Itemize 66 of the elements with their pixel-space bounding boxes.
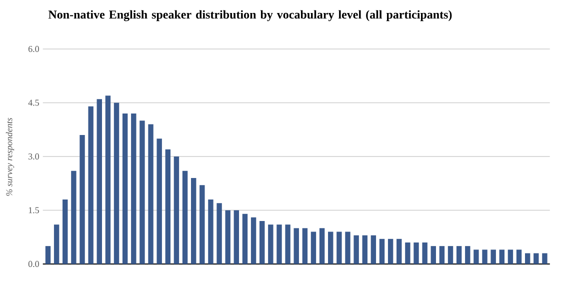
bar <box>105 96 111 264</box>
y-tick-label: 1.5 <box>28 207 39 214</box>
bar <box>499 250 504 264</box>
bar <box>396 238 402 264</box>
bar <box>131 113 136 264</box>
bar <box>319 228 325 264</box>
bar <box>542 253 548 264</box>
bar <box>388 238 394 264</box>
bar <box>45 246 51 264</box>
bar <box>448 246 454 264</box>
bar <box>62 199 68 264</box>
bar <box>534 253 539 264</box>
bar <box>294 228 299 264</box>
bar <box>482 250 488 264</box>
bar <box>165 149 171 264</box>
bar <box>328 232 334 264</box>
bar <box>430 246 436 264</box>
bar <box>208 199 214 264</box>
y-tick-label: 3.0 <box>28 153 39 160</box>
bar <box>88 106 94 264</box>
chart-title: Non-native English speaker distribution by vocabulary level (all participants) <box>48 10 452 22</box>
bar <box>336 232 342 264</box>
bar <box>114 102 120 264</box>
bar <box>516 250 522 264</box>
bar <box>474 250 479 264</box>
bar <box>148 124 154 264</box>
y-tick-label: 6.0 <box>28 46 39 52</box>
bar <box>190 178 196 264</box>
bar <box>422 242 428 264</box>
bar <box>54 224 60 264</box>
bar <box>250 217 256 264</box>
bar <box>200 185 205 264</box>
bar <box>405 242 410 264</box>
bar <box>465 246 470 264</box>
y-axis-title: % survey respondents <box>6 118 14 196</box>
bar <box>362 235 368 264</box>
bar <box>310 232 316 264</box>
bar <box>182 170 188 264</box>
y-tick-label: 4.5 <box>28 100 39 106</box>
bar <box>268 224 274 264</box>
bar <box>490 250 496 264</box>
bar <box>156 138 162 264</box>
bar <box>439 246 445 264</box>
bar <box>302 228 308 264</box>
bar <box>285 224 290 264</box>
bar <box>508 250 514 264</box>
bar <box>456 246 462 264</box>
y-tick-label: 0.0 <box>28 260 39 268</box>
bar <box>225 210 230 264</box>
bar <box>96 99 102 264</box>
bar <box>122 113 128 264</box>
bar <box>80 134 85 264</box>
bar <box>524 253 530 264</box>
bar <box>379 238 385 264</box>
bar <box>71 170 76 264</box>
bar <box>234 210 240 264</box>
bar <box>242 214 248 264</box>
bar <box>345 232 350 264</box>
bar <box>414 242 419 264</box>
bar <box>260 220 265 264</box>
bar <box>276 224 282 264</box>
bar <box>354 235 359 264</box>
bar <box>140 120 145 264</box>
bar <box>370 235 376 264</box>
bar <box>174 156 180 264</box>
bar <box>216 203 222 264</box>
